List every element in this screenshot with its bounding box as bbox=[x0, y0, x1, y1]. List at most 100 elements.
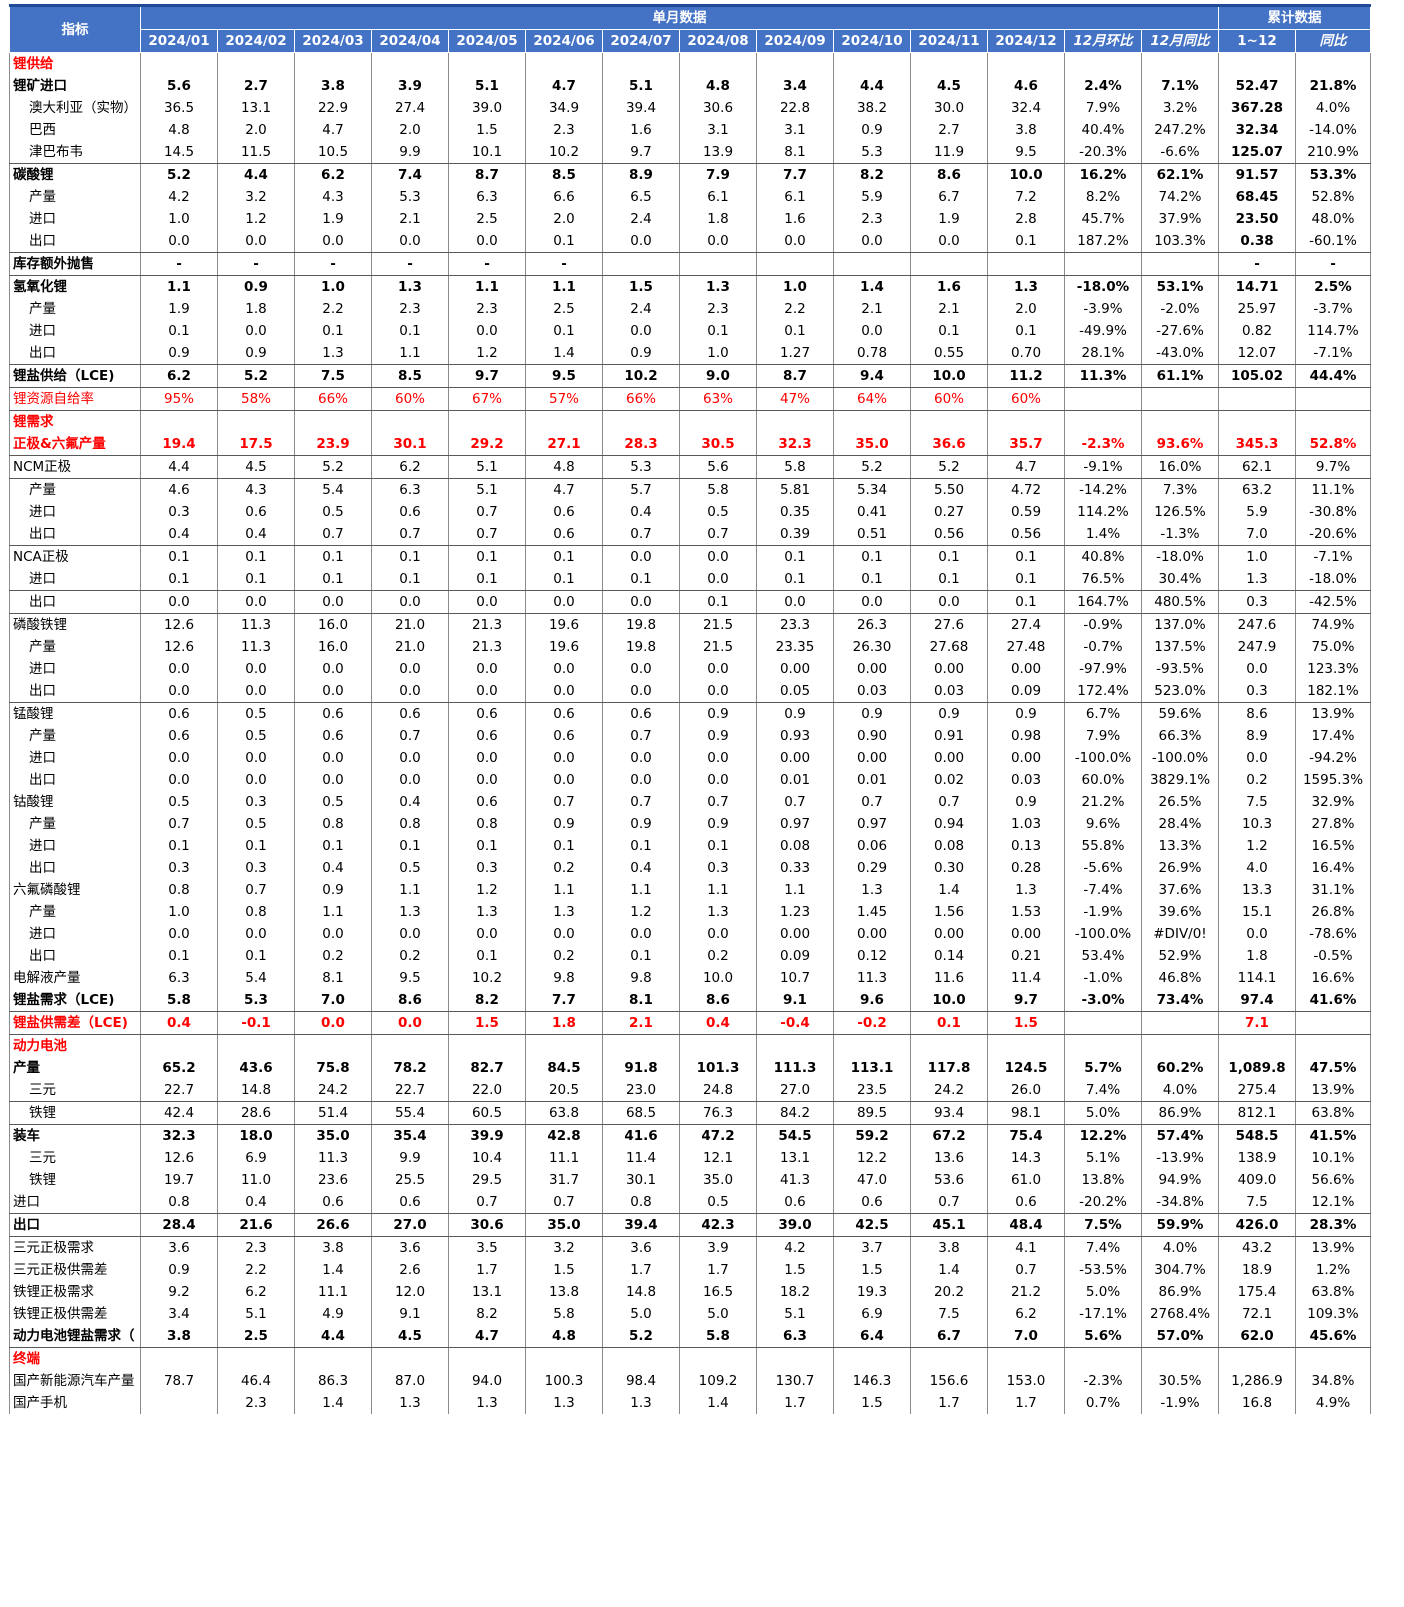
table-row: 氢氧化锂 1.1 0.9 1.0 1.3 1.1 1.1 1.5 1.3 1.0 1.4 1.6 1.3… bbox=[9, 275, 1371, 298]
month-value-cell: 2.5 bbox=[448, 208, 526, 230]
cumulative-cell: 7.5 bbox=[1218, 1191, 1296, 1214]
month-value-cell: 0.7 bbox=[756, 791, 834, 813]
month-value-cell: 0.0 bbox=[602, 545, 680, 568]
month-value-cell: 76.3 bbox=[679, 1101, 757, 1125]
month-value-cell: 6.1 bbox=[756, 186, 834, 208]
month-value-cell: 0.56 bbox=[910, 523, 988, 546]
month-value-cell: 0.0 bbox=[140, 230, 218, 253]
month-value-cell: 23.3 bbox=[756, 613, 834, 636]
month-value-cell: 1.0 bbox=[756, 275, 834, 298]
month-value-cell: 0.0 bbox=[371, 923, 449, 945]
yoy-cell: 3.2% bbox=[1141, 97, 1219, 119]
month-value-cell: - bbox=[448, 252, 526, 276]
yoy-cell: 73.4% bbox=[1141, 989, 1219, 1012]
row-label: 产量 bbox=[9, 186, 141, 208]
month-value-cell: 38.2 bbox=[833, 97, 911, 119]
month-value-cell: 4.6 bbox=[987, 75, 1065, 97]
month-value-cell: 6.2 bbox=[217, 1281, 295, 1303]
cumulative-cell bbox=[1218, 52, 1296, 75]
mom-cell bbox=[1064, 252, 1142, 276]
month-value-cell: 1.7 bbox=[602, 1259, 680, 1281]
month-value-cell: 4.4 bbox=[140, 455, 218, 479]
mom-cell: -18.0% bbox=[1064, 275, 1142, 298]
month-value-cell: 0.2 bbox=[525, 945, 603, 967]
yoy-cell: 480.5% bbox=[1141, 590, 1219, 614]
row-label: 碳酸锂 bbox=[9, 163, 141, 186]
month-value-cell: 0.00 bbox=[833, 658, 911, 680]
month-value-cell: 6.4 bbox=[833, 1325, 911, 1348]
month-value-cell: 5.6 bbox=[679, 455, 757, 479]
month-value-cell bbox=[448, 1347, 526, 1370]
month-value-cell: 9.8 bbox=[525, 967, 603, 989]
row-label: 出口 bbox=[9, 1213, 141, 1237]
row-label: 出口 bbox=[9, 523, 141, 546]
month-value-cell bbox=[371, 1347, 449, 1370]
month-value-cell: 0.7 bbox=[217, 879, 295, 901]
yoy-cell: 523.0% bbox=[1141, 680, 1219, 703]
month-value-cell: 0.4 bbox=[679, 1011, 757, 1035]
month-value-cell: 42.8 bbox=[525, 1124, 603, 1147]
month-value-cell: 75.8 bbox=[294, 1057, 372, 1079]
month-value-cell: 4.1 bbox=[987, 1236, 1065, 1259]
cumulative-yoy-cell: 16.6% bbox=[1295, 967, 1371, 989]
month-value-cell: 8.9 bbox=[602, 163, 680, 186]
month-value-cell: 27.0 bbox=[371, 1213, 449, 1237]
month-value-cell: 0.9 bbox=[217, 342, 295, 365]
row-label: 装车 bbox=[9, 1124, 141, 1147]
yoy-cell: 57.4% bbox=[1141, 1124, 1219, 1147]
month-value-cell: 0.0 bbox=[525, 923, 603, 945]
cumulative-cell: 1.8 bbox=[1218, 945, 1296, 967]
month-value-cell: 4.7 bbox=[525, 75, 603, 97]
month-value-cell: 19.3 bbox=[833, 1281, 911, 1303]
month-value-cell: 0.55 bbox=[910, 342, 988, 365]
yoy-cell: -93.5% bbox=[1141, 658, 1219, 680]
mom-cell: 11.3% bbox=[1064, 364, 1142, 388]
cumulative-yoy-cell bbox=[1295, 387, 1371, 411]
month-value-cell: 2.7 bbox=[910, 119, 988, 141]
month-value-cell: 0.7 bbox=[679, 791, 757, 813]
cumulative-cell: 548.5 bbox=[1218, 1124, 1296, 1147]
month-value-cell: 0.9 bbox=[217, 275, 295, 298]
month-value-cell: 1.3 bbox=[679, 275, 757, 298]
cumulative-cell: 409.0 bbox=[1218, 1169, 1296, 1191]
mom-cell: -20.3% bbox=[1064, 141, 1142, 164]
month-value-cell: 0.6 bbox=[140, 702, 218, 725]
month-value-cell: 61.0 bbox=[987, 1169, 1065, 1191]
row-label: 进口 bbox=[9, 568, 141, 591]
cumulative-cell: 125.07 bbox=[1218, 141, 1296, 164]
month-value-cell: 0.6 bbox=[371, 501, 449, 523]
cumulative-cell: 426.0 bbox=[1218, 1213, 1296, 1237]
month-value-cell: 2.2 bbox=[294, 298, 372, 320]
month-value-cell: 1.53 bbox=[987, 901, 1065, 923]
cumulative-cell: 1.3 bbox=[1218, 568, 1296, 591]
month-value-cell: 34.9 bbox=[525, 97, 603, 119]
month-value-cell: 0.1 bbox=[371, 545, 449, 568]
yoy-cell: 103.3% bbox=[1141, 230, 1219, 253]
month-value-cell: 0.1 bbox=[987, 320, 1065, 342]
cumulative-yoy-cell: 109.3% bbox=[1295, 1303, 1371, 1325]
month-value-cell: 26.30 bbox=[833, 636, 911, 658]
month-value-cell: 35.0 bbox=[294, 1124, 372, 1147]
row-label: 国产新能源汽车产量 bbox=[9, 1370, 141, 1392]
cumulative-yoy-cell bbox=[1295, 52, 1371, 75]
mom-cell: 1.4% bbox=[1064, 523, 1142, 546]
month-value-cell: 63% bbox=[679, 387, 757, 411]
month-value-cell: 1.7 bbox=[679, 1259, 757, 1281]
month-value-cell: 5.8 bbox=[679, 478, 757, 501]
table-row: 库存额外抛售 - - - - - - - - bbox=[9, 252, 1371, 276]
month-value-cell: 1.27 bbox=[756, 342, 834, 365]
month-value-cell: 12.2 bbox=[833, 1147, 911, 1169]
month-value-cell bbox=[602, 1347, 680, 1370]
month-value-cell: 12.6 bbox=[140, 1147, 218, 1169]
mom-cell: -100.0% bbox=[1064, 747, 1142, 769]
month-value-cell: 9.7 bbox=[448, 364, 526, 388]
month-value-cell: 0.0 bbox=[140, 769, 218, 791]
month-value-cell: 0.6 bbox=[833, 1191, 911, 1214]
row-label: 三元正极需求 bbox=[9, 1236, 141, 1259]
mom-cell: -49.9% bbox=[1064, 320, 1142, 342]
month-value-cell: 0.7 bbox=[448, 1191, 526, 1214]
cumulative-cell: 18.9 bbox=[1218, 1259, 1296, 1281]
cumulative-cell: 1,089.8 bbox=[1218, 1057, 1296, 1079]
month-value-cell: 0.0 bbox=[294, 680, 372, 703]
yoy-cell: 126.5% bbox=[1141, 501, 1219, 523]
